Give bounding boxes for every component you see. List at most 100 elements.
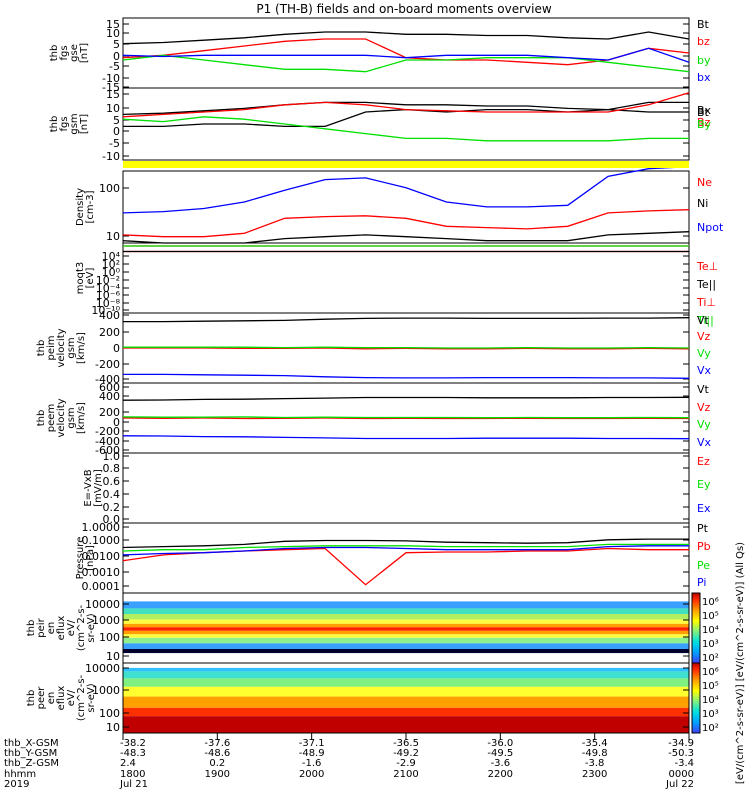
panel-peir-spectrogram: 10000 1000 100 10 thbpeirenefluxeV/(cm^2-s-s… [26,592,690,664]
y-tick-label: 10 [106,650,120,663]
legend-bz: bz [697,35,710,48]
y-axis-label: thbpeirenefluxeV/(cm^2-s-sr-eV) [26,604,97,651]
y-tick-label: 100 [99,631,120,644]
y-tick-label: -200 [95,425,120,438]
colorbar-label: [eV/(cm^2-s-sr-eV)] [eV/(cm^2-s-sr-eV)] … [735,542,746,784]
legend-Vt: Vt [697,383,710,396]
y-tick-label: 0.4 [103,488,121,501]
colorbar-tick-label: 10⁴ [702,695,719,706]
x-tick-label: -34.9 [668,738,694,749]
x-axis-row-label: hhmm [4,769,36,780]
y-tick-label: -10 [102,72,120,85]
y-tick-label: 1.0 [103,450,121,463]
series-Bt-line [122,101,689,116]
series-Npot-line [122,165,690,214]
y-tick-label: -400 [95,435,120,448]
spectrogram-band [123,637,689,644]
series-By-line [122,116,689,142]
y-tick-label: 0 [113,416,120,429]
colorbar [691,592,701,664]
y-tick-label: 10⁻⁶ [96,289,121,302]
series-Pi-line [122,545,689,556]
x-tick-label: -37.1 [299,738,325,749]
x-tick-label: 2200 [488,769,513,780]
x-tick-label: -50.3 [668,748,694,759]
series-Pe-line [122,543,689,552]
spectrogram-band [123,643,689,649]
panel-frame [122,452,690,524]
x-axis-row-label: thb_X-GSM [4,738,59,749]
figure-title: P1 (TH-B) fields and on-board moments ov… [256,2,552,16]
legend-Vt: Vt [697,314,710,327]
legend-Bt: Bt [697,106,710,119]
y-tick-label: 0.0010 [82,566,121,579]
spectrogram-band [123,619,689,624]
x-tick-label: -3.6 [491,758,511,769]
y-tick-label: 10⁰ [102,266,121,279]
colorbar-tick-label: 10² [702,723,719,734]
x-tick-label: -36.0 [487,738,513,749]
x-tick-label: -2.9 [396,758,416,769]
x-tick-label: -48.9 [299,748,325,759]
y-tick-label: 0.2 [103,501,121,514]
spectrogram-band [123,716,689,733]
legend-by: by [697,54,711,67]
y-tick-label: 0 [113,125,120,138]
colorbar-tick-label: 10² [702,653,719,664]
y-tick-label: 15 [106,18,120,31]
colorbar [691,662,701,734]
x-tick-label: -49.2 [393,748,419,759]
y-tick-label: -10 [102,150,120,163]
spectrogram-band [123,593,689,602]
colorbar-tick-label: 10³ [702,709,719,720]
y-tick-label: 100 [99,707,120,720]
colorbar-tick-label: 10³ [702,639,719,650]
colorbar-tick-label: 10⁴ [702,625,719,636]
legend-Te⊥: Te⊥ [696,260,718,273]
legend-Ti⊥: Ti⊥ [696,296,716,309]
legend-Vy: Vy [697,347,711,360]
series-Vx-line [123,373,690,379]
x-tick-label: -37.6 [204,738,230,749]
x-tick-label: 1800 [120,769,145,780]
legend-Bz: Bz [697,116,711,129]
colorbar-tick-label: 10⁶ [702,597,719,608]
spectrogram-band [123,707,689,717]
series-Vy-line [122,416,690,419]
colorbar-tick-label: 10⁵ [702,611,719,622]
y-tick-label: 0 [113,50,120,63]
legend-Ey: Ey [697,478,711,491]
x-tick-label: Jul 22 [665,779,694,790]
legend-Ez: Ez [697,455,710,468]
x-tick-label: -48.3 [120,748,146,759]
series-Vt-line [123,317,690,323]
legend-Pt: Pt [697,522,709,535]
y-tick-label: 5 [113,114,120,127]
x-tick-label: 2000 [299,769,324,780]
series-by-line [122,54,690,73]
y-tick-label: 10⁴ [102,250,121,263]
quality-flag-bar [123,161,689,168]
legend-Vz: Vz [697,330,711,343]
series-Vx-line [122,435,690,440]
y-tick-label: 1000 [92,684,120,697]
spectrogram-band [123,630,689,635]
spectrogram-band [123,649,689,654]
panel-e-field: 1.00.80.60.40.20.0 E=-VxB[mV/m] Ez Ey Ex [83,450,711,526]
y-tick-label: 100 [99,182,120,195]
legend-Npot: Npot [697,221,724,234]
y-tick-label: 10000 [85,598,120,611]
legend-Vx: Vx [697,436,712,449]
panel-frame [122,17,690,89]
y-tick-label: 400 [99,309,120,322]
x-axis-row-label: thb_Y-GSM [4,748,57,759]
x-tick-label: 0000 [669,769,694,780]
x-tick-label: -3.4 [674,758,694,769]
y-tick-label: 0.0100 [82,550,121,563]
panel-frame [122,87,690,161]
spectrogram-band [123,623,689,628]
y-tick-label: -400 [95,373,120,386]
series-Vy-line [123,346,690,349]
